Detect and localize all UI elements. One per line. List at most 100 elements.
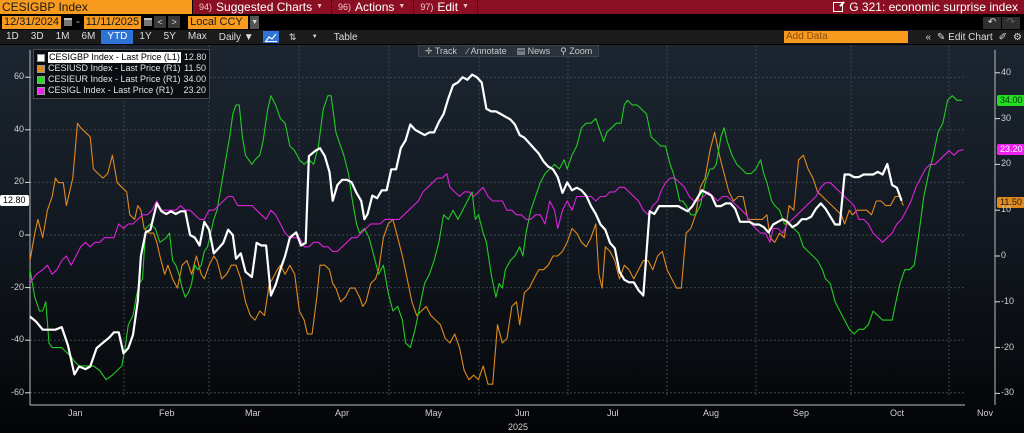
legend-swatch	[37, 64, 45, 73]
undo-redo-group: ↶ ↷	[983, 17, 1020, 29]
series-line[interactable]	[29, 149, 964, 284]
range-button-1m[interactable]: 1M	[55, 31, 70, 42]
news-label: News	[527, 45, 551, 56]
edit-box-icon[interactable]: ✐	[998, 31, 1008, 43]
chevron-down-icon[interactable]: ▼	[311, 34, 318, 40]
x-axis-tick: Apr	[335, 408, 350, 418]
x-axis-tick: Feb	[159, 408, 175, 418]
menu-label: Suggested Charts	[216, 0, 313, 14]
right-axis-tick: 20	[1001, 158, 1012, 169]
x-axis-tick: Jun	[515, 408, 530, 418]
chevron-down-icon[interactable]: ▼	[250, 15, 260, 29]
left-axis-tick: 40	[13, 123, 24, 134]
left-axis-tick: 20	[13, 176, 24, 187]
ticker-input[interactable]: CESIGBP Index	[0, 0, 193, 14]
calendar-icon[interactable]	[144, 18, 153, 26]
range-button-max[interactable]: Max	[187, 31, 207, 42]
legend-label: CESIUSD Index - Last Price (R1)	[48, 63, 181, 73]
gear-icon[interactable]: ⚙	[1013, 31, 1022, 43]
menu-number: 96)	[338, 2, 352, 12]
right-axis-tick: 0	[1001, 250, 1007, 260]
annotate-tool[interactable]: ∕ Annotate	[467, 46, 507, 56]
range-button-ytd[interactable]: YTD	[101, 30, 134, 44]
right-axis-tick: -20	[1001, 341, 1015, 352]
table-button[interactable]: Table	[333, 31, 358, 43]
x-axis-tick: Jul	[607, 408, 619, 418]
edit-chart-label: Edit Chart	[948, 31, 993, 43]
series-line[interactable]	[29, 95, 962, 381]
function-title: G 321: economic surprise index	[833, 0, 1018, 14]
frequency-dropdown[interactable]: Daily ▼	[218, 31, 254, 43]
left-axis-tick: -60	[10, 386, 24, 397]
left-axis-tick: 0	[18, 229, 24, 239]
actions-menu[interactable]: 96) Actions ▼	[332, 0, 415, 14]
x-axis-tick: Jan	[68, 408, 83, 418]
add-data-input[interactable]: Add Data	[784, 31, 908, 43]
crosshair-icon: ✛	[425, 45, 433, 56]
suggested-charts-menu[interactable]: 94) Suggested Charts ▼	[193, 0, 333, 14]
pen-icon: ∕	[467, 46, 469, 56]
usd-last-value-tag: 11.50	[997, 197, 1024, 208]
chart-toolbar: 1D 3D 1M 6M YTD 1Y 5Y Max Daily ▼ ⇅ ▼ Table Add…	[0, 30, 1024, 44]
legend-label: CESIGL Index - Last Price (R1)	[48, 85, 174, 95]
right-axis-tick: 30	[1001, 112, 1012, 123]
series-line[interactable]	[29, 122, 904, 385]
redo-icon[interactable]: ↷	[1002, 17, 1020, 29]
legend-swatch	[37, 75, 45, 84]
chevron-down-icon: ▼	[398, 3, 406, 10]
x-axis-tick: Oct	[890, 408, 905, 418]
chevron-right-icon[interactable]: >	[168, 16, 181, 28]
news-icon: ▤	[516, 45, 526, 56]
calendar-icon[interactable]	[64, 18, 73, 26]
legend-label: CESIEUR Index - Last Price (R1)	[48, 74, 181, 84]
right-axis-tick: -10	[1001, 295, 1015, 306]
x-axis-tick: Mar	[245, 408, 261, 418]
legend-item[interactable]: CESIGL Index - Last Price (R1) 23.20	[37, 85, 206, 96]
date-bar: 12/31/2024 - 11/11/2025 < > Local CCY ▼ …	[0, 15, 1024, 29]
left-axis-tick: 60	[13, 71, 24, 82]
news-tool[interactable]: ▤ News	[517, 46, 551, 57]
eur-last-value-tag: 34.00	[997, 95, 1024, 106]
chevron-left-icon[interactable]: <	[154, 16, 167, 28]
range-button-1d[interactable]: 1D	[6, 31, 19, 42]
chart-tools-bar: ✛ Track ∕ Annotate ▤ News ⚲ Zoom	[418, 45, 600, 57]
undo-icon[interactable]: ↶	[983, 17, 1001, 29]
external-link-icon[interactable]	[833, 2, 844, 12]
edit-menu[interactable]: 97) Edit ▼	[414, 0, 478, 14]
zoom-label: Zoom	[569, 45, 593, 56]
edit-chart-button[interactable]: ✎ Edit Chart	[937, 32, 993, 43]
legend-swatch	[37, 86, 45, 95]
menu-number: 94)	[199, 2, 213, 12]
chart-canvas[interactable]	[0, 45, 1024, 433]
legend-item[interactable]: CESIGBP Index - Last Price (L1) 12.80	[37, 52, 206, 63]
legend-value: 12.80	[183, 52, 207, 62]
legend-item[interactable]: CESIEUR Index - Last Price (R1) 34.00	[37, 74, 206, 85]
chart-area[interactable]: ✛ Track ∕ Annotate ▤ News ⚲ Zoom CESIGBP…	[0, 45, 1024, 433]
range-button-5y[interactable]: 5Y	[163, 31, 176, 42]
x-axis-year-label: 2025	[508, 422, 529, 432]
range-button-1y[interactable]: 1Y	[139, 31, 152, 42]
series-line[interactable]	[29, 73, 903, 376]
collapse-icon[interactable]: «	[925, 31, 931, 43]
zoom-tool[interactable]: ⚲ Zoom	[560, 46, 592, 57]
sort-arrows-icon[interactable]: ⇅	[288, 31, 297, 42]
x-axis-tick: Nov	[977, 408, 994, 418]
range-button-6m[interactable]: 6M	[81, 31, 96, 42]
right-tools: « ✎ Edit Chart ✐ ⚙	[925, 30, 1022, 44]
chevron-down-icon: ▼	[462, 3, 469, 10]
range-buttons: 1D 3D 1M 6M YTD 1Y 5Y Max	[0, 30, 213, 44]
track-tool[interactable]: ✛ Track	[425, 46, 457, 57]
legend-label: CESIGBP Index - Last Price (L1)	[48, 52, 181, 63]
legend-item[interactable]: CESIUSD Index - Last Price (R1) 11.50	[37, 63, 206, 74]
start-date-input[interactable]: 12/31/2024	[2, 15, 62, 29]
legend-value: 11.50	[184, 63, 206, 73]
left-axis-tick: -40	[10, 334, 24, 345]
end-date-input[interactable]: 11/11/2025	[83, 15, 142, 29]
currency-select[interactable]: Local CCY	[188, 15, 249, 29]
range-button-3d[interactable]: 3D	[30, 31, 44, 42]
pencil-icon: ✎	[937, 31, 946, 43]
annotate-label: Annotate	[470, 46, 507, 56]
menu-label: Edit	[437, 0, 459, 14]
x-axis-tick: May	[425, 408, 443, 418]
line-chart-icon[interactable]	[262, 31, 279, 43]
